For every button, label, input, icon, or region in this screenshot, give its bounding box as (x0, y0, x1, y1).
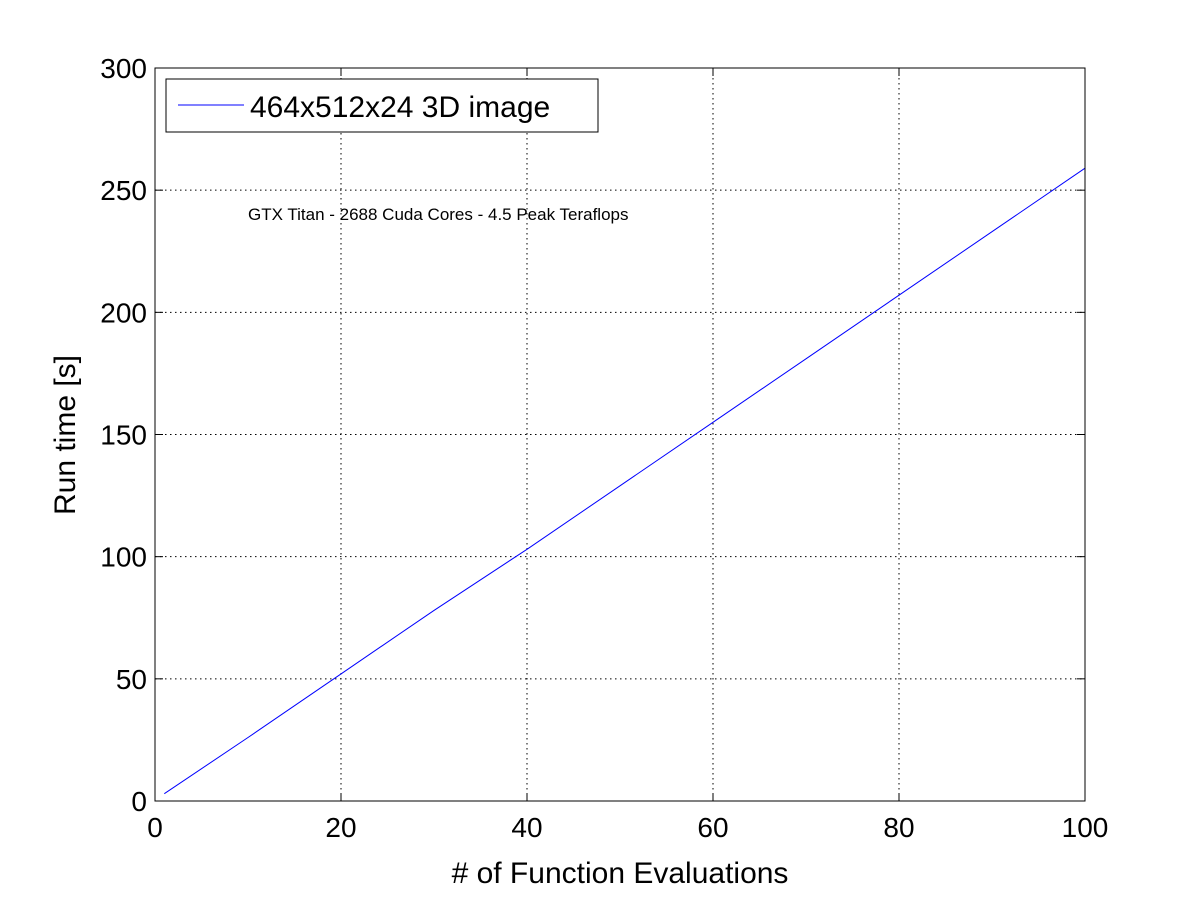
y-tick-label: 100 (100, 542, 147, 573)
y-axis-label: Run time [s] (49, 355, 82, 515)
series-line (164, 167, 1086, 795)
legend: 464x512x24 3D image (165, 78, 599, 133)
x-tick-label: 60 (697, 812, 728, 843)
y-tick-label: 300 (100, 53, 147, 84)
x-tick-label: 20 (325, 812, 356, 843)
grid (155, 68, 1085, 801)
x-tick-label: 100 (1062, 812, 1109, 843)
annotation-text: GTX Titan - 2688 Cuda Cores - 4.5 Peak T… (248, 205, 629, 224)
series-layer (164, 167, 1086, 795)
y-tick-label: 200 (100, 297, 147, 328)
x-tick-label: 0 (147, 812, 163, 843)
legend-label: 464x512x24 3D image (250, 91, 550, 124)
x-tick-label: 40 (511, 812, 542, 843)
ticks: 0 20 40 60 80 100 0 50 100 150 200 250 300 (100, 53, 1108, 843)
y-tick-label: 250 (100, 175, 147, 206)
y-tick-label: 0 (131, 786, 147, 817)
y-tick-label: 150 (100, 420, 147, 451)
x-axis-label: # of Function Evaluations (452, 857, 789, 890)
y-tick-label: 50 (116, 664, 147, 695)
x-tick-label: 80 (883, 812, 914, 843)
